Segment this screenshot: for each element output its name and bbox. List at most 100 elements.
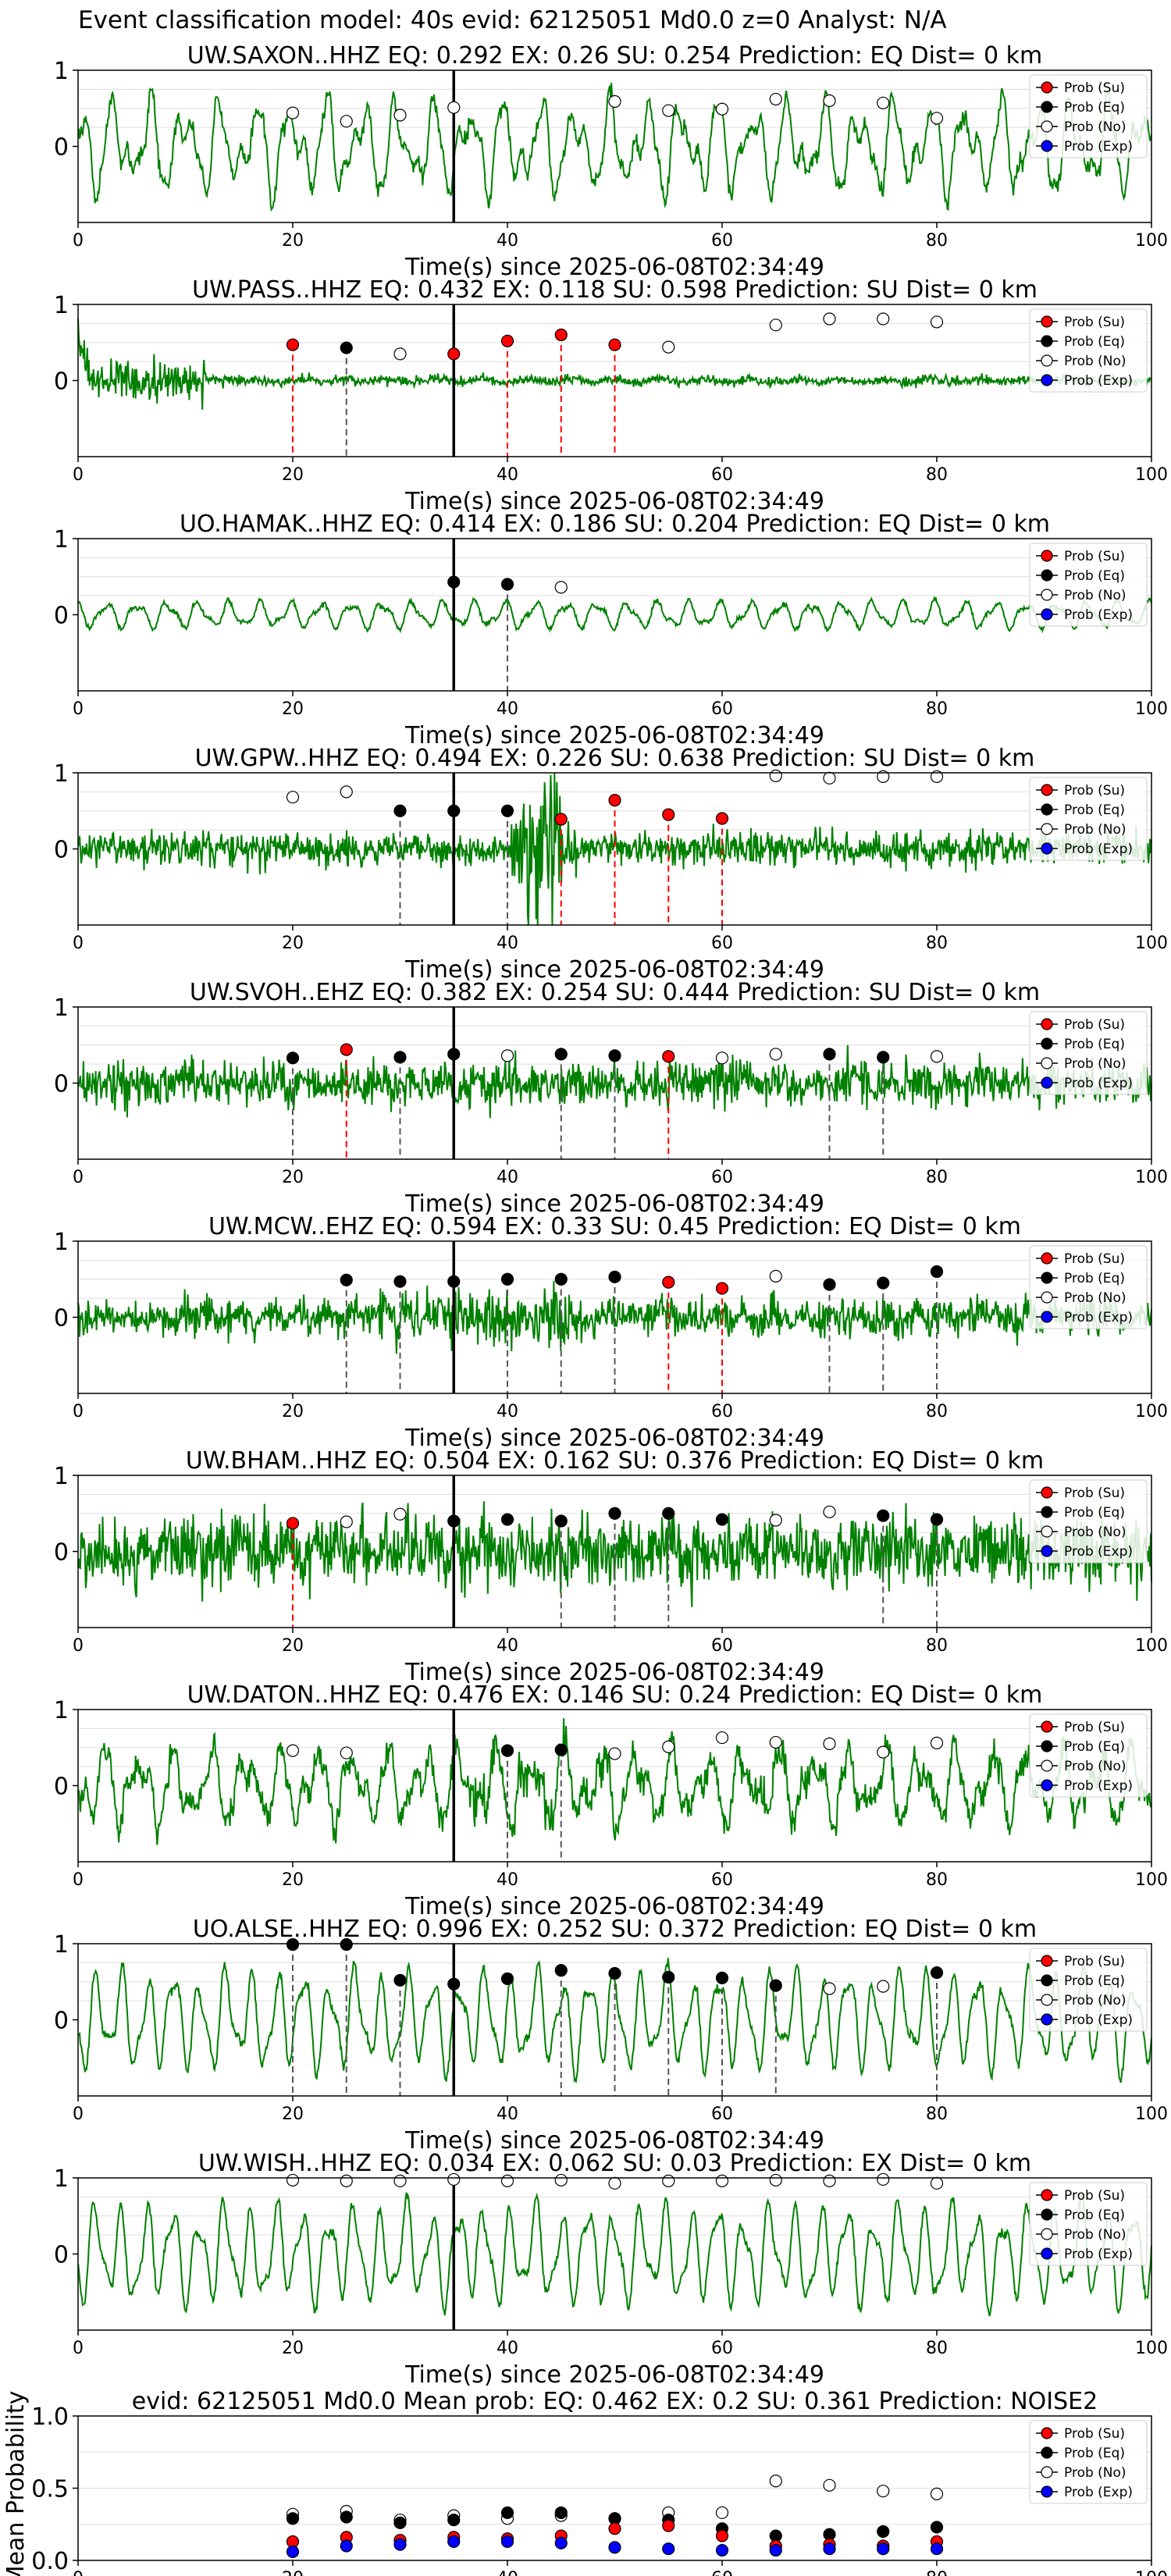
legend-box bbox=[1029, 1713, 1148, 1798]
legend-label: Prob (Su) bbox=[1064, 1485, 1125, 1501]
legend-marker bbox=[1041, 1057, 1053, 1069]
prob-point-no bbox=[769, 318, 782, 332]
axes-frame bbox=[77, 69, 1152, 223]
prob-point-su bbox=[662, 808, 675, 821]
legend-label: Prob (Exp) bbox=[1064, 2012, 1133, 2028]
prob-point-eq bbox=[823, 1278, 836, 1291]
legend-box bbox=[1029, 543, 1148, 627]
legend: Prob (Su) Prob (Eq) Prob (No) Prob (Exp) bbox=[1029, 1713, 1148, 1798]
prob-point-no bbox=[930, 2176, 944, 2190]
x-tick-label: 40 bbox=[497, 2339, 518, 2358]
legend-box bbox=[1029, 2420, 1148, 2504]
mean-point-no bbox=[930, 2487, 944, 2500]
prob-point-no bbox=[662, 340, 675, 354]
x-tick-label: 20 bbox=[282, 934, 304, 953]
panel-title: UW.BHAM..HHZ EQ: 0.504 EX: 0.162 SU: 0.3… bbox=[186, 1447, 1044, 1475]
y-axis-label: Mean Probability bbox=[2, 2391, 30, 2576]
prob-point-su bbox=[662, 1276, 675, 1289]
prob-point-no bbox=[715, 1051, 729, 1065]
legend-marker bbox=[1041, 784, 1053, 796]
legend-marker bbox=[1041, 1740, 1053, 1752]
legend-label: Prob (Eq) bbox=[1064, 1505, 1125, 1521]
prob-point-eq bbox=[554, 1272, 568, 1286]
x-tick-label: 60 bbox=[711, 2339, 733, 2358]
x-axis-label: Time(s) since 2025-06-08T02:34:49 bbox=[404, 488, 824, 515]
mean-point-exp bbox=[500, 2535, 514, 2549]
prob-point-eq bbox=[286, 1937, 300, 1952]
legend-marker bbox=[1041, 2247, 1053, 2260]
y-tick-label: 0 bbox=[54, 1305, 69, 1332]
prob-point-su bbox=[447, 347, 461, 361]
waveform-trace bbox=[77, 596, 1152, 634]
legend: Prob (Su) Prob (Eq) Prob (No) Prob (Exp) bbox=[1029, 1948, 1148, 2032]
x-tick-label: 60 bbox=[711, 1870, 733, 1890]
prob-point-eq bbox=[608, 1966, 621, 1980]
legend-marker bbox=[1041, 2189, 1053, 2201]
prob-point-no bbox=[286, 1744, 300, 1757]
x-tick-label: 20 bbox=[282, 2339, 304, 2358]
prob-point-eq bbox=[393, 1051, 407, 1064]
prob-point-eq bbox=[823, 1048, 836, 1061]
x-tick-label: 20 bbox=[282, 2569, 304, 2576]
prob-point-no bbox=[930, 112, 944, 125]
y-tick-label: 1 bbox=[54, 760, 69, 788]
mean-point-exp bbox=[823, 2542, 836, 2556]
legend-marker bbox=[1041, 1076, 1053, 1089]
x-tick-label: 60 bbox=[711, 1636, 733, 1656]
legend-label: Prob (No) bbox=[1064, 1759, 1127, 1774]
legend-marker bbox=[1041, 315, 1053, 328]
prob-point-no bbox=[608, 1747, 621, 1760]
prob-point-no bbox=[554, 581, 568, 594]
prob-point-su bbox=[608, 338, 621, 351]
legend-marker bbox=[1041, 589, 1053, 601]
prob-point-eq bbox=[447, 575, 461, 589]
legend: Prob (Su) Prob (Eq) Prob (No) Prob (Exp) bbox=[1029, 1245, 1148, 1329]
x-tick-label: 80 bbox=[926, 934, 948, 953]
prob-point-no bbox=[393, 109, 407, 122]
legend: Prob (Su) Prob (Eq) Prob (No) Prob (Exp) bbox=[1029, 777, 1148, 861]
chart-panel-11: 0.0 0.5 1.0 0 20 40 60 80 100 evid: 62125051 Md0.… bbox=[2, 2388, 1168, 2576]
x-tick-label: 100 bbox=[1135, 2105, 1168, 2124]
legend-box bbox=[1029, 777, 1148, 861]
x-tick-label: 20 bbox=[282, 1870, 304, 1890]
legend-label: Prob (Su) bbox=[1064, 80, 1125, 96]
prob-point-eq bbox=[930, 1966, 944, 1980]
legend: Prob (Su) Prob (Eq) Prob (No) Prob (Exp) bbox=[1029, 74, 1148, 158]
legend-label: Prob (No) bbox=[1064, 2465, 1127, 2481]
mean-point-no bbox=[715, 2506, 729, 2520]
x-tick-label: 80 bbox=[926, 1636, 948, 1656]
prob-point-no bbox=[715, 102, 729, 116]
legend-marker bbox=[1041, 550, 1053, 562]
prob-point-eq bbox=[554, 1048, 568, 1061]
legend-label: Prob (No) bbox=[1064, 1993, 1127, 2008]
legend-label: Prob (Exp) bbox=[1064, 2485, 1133, 2500]
panel-title: UW.WISH..HHZ EQ: 0.034 EX: 0.062 SU: 0.0… bbox=[198, 2150, 1031, 2177]
y-tick-label: 0 bbox=[54, 2242, 69, 2269]
legend-marker bbox=[1041, 1525, 1053, 1538]
prob-point-su bbox=[715, 1282, 729, 1295]
prob-point-eq bbox=[447, 1048, 461, 1061]
mean-point-eq bbox=[877, 2524, 890, 2539]
prob-point-no bbox=[877, 1980, 890, 1993]
prob-point-eq bbox=[447, 804, 461, 817]
x-tick-label: 80 bbox=[926, 2569, 948, 2576]
panel-title: UW.SVOH..EHZ EQ: 0.382 EX: 0.254 SU: 0.4… bbox=[190, 979, 1040, 1006]
x-tick-label: 20 bbox=[282, 2105, 304, 2124]
legend: Prob (Su) Prob (Eq) Prob (No) Prob (Exp) bbox=[1029, 2420, 1148, 2504]
legend-marker bbox=[1041, 1037, 1053, 1050]
x-tick-label: 0 bbox=[73, 699, 84, 719]
y-tick-label: 0 bbox=[54, 1774, 69, 1801]
legend-label: Prob (Su) bbox=[1064, 1954, 1125, 1969]
mean-point-exp bbox=[769, 2543, 782, 2557]
prob-point-no bbox=[877, 2172, 890, 2186]
mean-point-exp bbox=[930, 2542, 944, 2556]
x-tick-label: 80 bbox=[926, 1168, 948, 1187]
x-axis-label: Time(s) since 2025-06-08T02:34:49 bbox=[404, 956, 824, 984]
legend-marker bbox=[1041, 842, 1053, 855]
mean-point-su bbox=[608, 2522, 621, 2535]
legend-label: Prob (Eq) bbox=[1064, 1037, 1125, 1052]
